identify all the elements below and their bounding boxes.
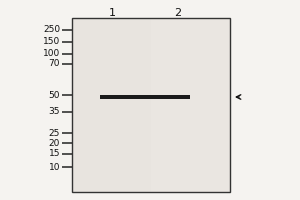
Text: 15: 15 (49, 150, 60, 158)
Text: 50: 50 (49, 90, 60, 99)
Bar (151, 18, 230, 192)
Text: 100: 100 (43, 49, 60, 58)
Bar (100, 95, 190, 99)
Text: 2: 2 (174, 8, 182, 18)
Text: 150: 150 (43, 38, 60, 46)
Text: 250: 250 (43, 25, 60, 34)
Text: 20: 20 (49, 138, 60, 148)
Text: 10: 10 (49, 162, 60, 171)
Text: 35: 35 (49, 108, 60, 116)
Bar (72, 18, 151, 192)
Text: 25: 25 (49, 129, 60, 138)
Text: 70: 70 (49, 60, 60, 68)
Bar (72, 18, 230, 192)
Text: 1: 1 (109, 8, 116, 18)
